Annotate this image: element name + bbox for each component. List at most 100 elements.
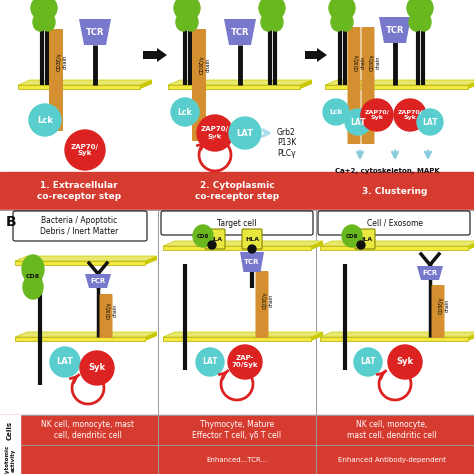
- Text: Syk: Syk: [396, 357, 413, 366]
- Text: 2. Cytoplasmic
co-receptor step: 2. Cytoplasmic co-receptor step: [195, 181, 279, 201]
- Polygon shape: [18, 85, 140, 89]
- FancyBboxPatch shape: [100, 294, 112, 338]
- Text: CD3ζ/γ
chain: CD3ζ/γ chain: [107, 301, 118, 319]
- Ellipse shape: [269, 13, 283, 31]
- Text: FCR: FCR: [422, 270, 438, 276]
- Text: LAT: LAT: [350, 118, 366, 127]
- FancyBboxPatch shape: [431, 285, 445, 338]
- Text: Cytotomic
activity: Cytotomic activity: [5, 445, 15, 474]
- Bar: [0, 172, 474, 210]
- Text: HLA: HLA: [358, 237, 372, 241]
- Text: Enhanced...TCR...: Enhanced...TCR...: [206, 457, 268, 463]
- Text: LAT: LAT: [56, 357, 73, 366]
- Ellipse shape: [339, 13, 353, 31]
- Text: CD3ζ/γ
chain: CD3ζ/γ chain: [438, 296, 449, 314]
- Polygon shape: [468, 332, 474, 341]
- Text: Thymocyte, Mature
Effector T cell, γδ T cell: Thymocyte, Mature Effector T cell, γδ T …: [192, 420, 282, 440]
- Text: FCR: FCR: [91, 278, 106, 284]
- Polygon shape: [145, 256, 157, 265]
- Ellipse shape: [329, 0, 345, 18]
- Polygon shape: [15, 256, 157, 261]
- Ellipse shape: [41, 0, 57, 18]
- FancyArrow shape: [143, 48, 167, 62]
- Bar: [0, 210, 474, 415]
- Circle shape: [80, 351, 114, 385]
- Ellipse shape: [174, 0, 190, 18]
- Polygon shape: [168, 80, 312, 85]
- Text: 3. Clustering: 3. Clustering: [362, 186, 428, 195]
- Circle shape: [248, 245, 256, 253]
- FancyBboxPatch shape: [49, 29, 63, 131]
- Polygon shape: [140, 80, 152, 89]
- Text: CD3ζ/γ
chain: CD3ζ/γ chain: [370, 53, 381, 71]
- Text: ZAP70/
Syk: ZAP70/ Syk: [201, 127, 229, 139]
- Text: Lck: Lck: [329, 109, 343, 115]
- Ellipse shape: [41, 13, 55, 31]
- Text: ZAP70/
Syk: ZAP70/ Syk: [365, 109, 390, 120]
- Ellipse shape: [331, 13, 345, 31]
- Ellipse shape: [417, 0, 433, 18]
- Ellipse shape: [409, 13, 423, 31]
- Text: Lck: Lck: [37, 116, 53, 125]
- Text: LAT: LAT: [237, 128, 254, 137]
- Ellipse shape: [176, 13, 190, 31]
- Polygon shape: [320, 332, 474, 337]
- Polygon shape: [468, 241, 474, 250]
- Text: Syk: Syk: [89, 364, 106, 373]
- Text: LAT: LAT: [360, 357, 376, 366]
- Text: HLA: HLA: [245, 237, 259, 241]
- FancyBboxPatch shape: [362, 27, 374, 144]
- Text: TCR: TCR: [244, 259, 260, 265]
- Bar: [0, 445, 474, 474]
- Text: Grb2
P13K
PLCγ: Grb2 P13K PLCγ: [277, 128, 296, 158]
- Polygon shape: [311, 332, 323, 341]
- Ellipse shape: [23, 275, 43, 299]
- Circle shape: [229, 117, 261, 149]
- Circle shape: [197, 115, 233, 151]
- Circle shape: [196, 348, 224, 376]
- Polygon shape: [468, 80, 474, 89]
- Polygon shape: [145, 332, 157, 341]
- Ellipse shape: [184, 13, 198, 31]
- Text: CD3ζ/γ
chain: CD3ζ/γ chain: [56, 53, 67, 72]
- Bar: [0, 415, 474, 445]
- Circle shape: [417, 109, 443, 135]
- Circle shape: [50, 347, 80, 377]
- Polygon shape: [163, 241, 323, 246]
- Text: ZAP70/
Syk: ZAP70/ Syk: [398, 109, 422, 120]
- Text: Ca+2, cytoskeleton, MAPK: Ca+2, cytoskeleton, MAPK: [335, 168, 440, 174]
- FancyBboxPatch shape: [347, 27, 361, 144]
- Text: Bacteria / Apoptotic
Debris / Inert Matter: Bacteria / Apoptotic Debris / Inert Matt…: [40, 216, 118, 236]
- Text: CD8: CD8: [197, 234, 209, 238]
- FancyBboxPatch shape: [255, 271, 268, 338]
- FancyBboxPatch shape: [242, 229, 262, 249]
- Text: Target cell: Target cell: [217, 219, 257, 228]
- Polygon shape: [85, 274, 111, 288]
- FancyBboxPatch shape: [355, 229, 375, 249]
- Circle shape: [394, 99, 426, 131]
- Text: CD8: CD8: [346, 234, 358, 238]
- Circle shape: [361, 99, 393, 131]
- Polygon shape: [240, 252, 264, 272]
- Text: TCR: TCR: [386, 26, 404, 35]
- Polygon shape: [325, 85, 468, 89]
- Circle shape: [171, 98, 199, 126]
- Polygon shape: [15, 332, 157, 337]
- Circle shape: [323, 99, 349, 125]
- Polygon shape: [417, 266, 443, 280]
- Bar: [0, 415, 20, 445]
- Text: TCR: TCR: [86, 27, 104, 36]
- Polygon shape: [18, 80, 152, 85]
- Text: LAT: LAT: [422, 118, 438, 127]
- Text: 1. Extracellular
co-receptor step: 1. Extracellular co-receptor step: [37, 181, 121, 201]
- Polygon shape: [379, 17, 411, 43]
- Text: B: B: [6, 215, 17, 229]
- Ellipse shape: [407, 0, 423, 18]
- Circle shape: [29, 104, 61, 136]
- Circle shape: [357, 241, 365, 249]
- Ellipse shape: [22, 255, 44, 283]
- Ellipse shape: [193, 225, 213, 247]
- Ellipse shape: [269, 0, 285, 18]
- Polygon shape: [320, 337, 468, 341]
- Circle shape: [354, 348, 382, 376]
